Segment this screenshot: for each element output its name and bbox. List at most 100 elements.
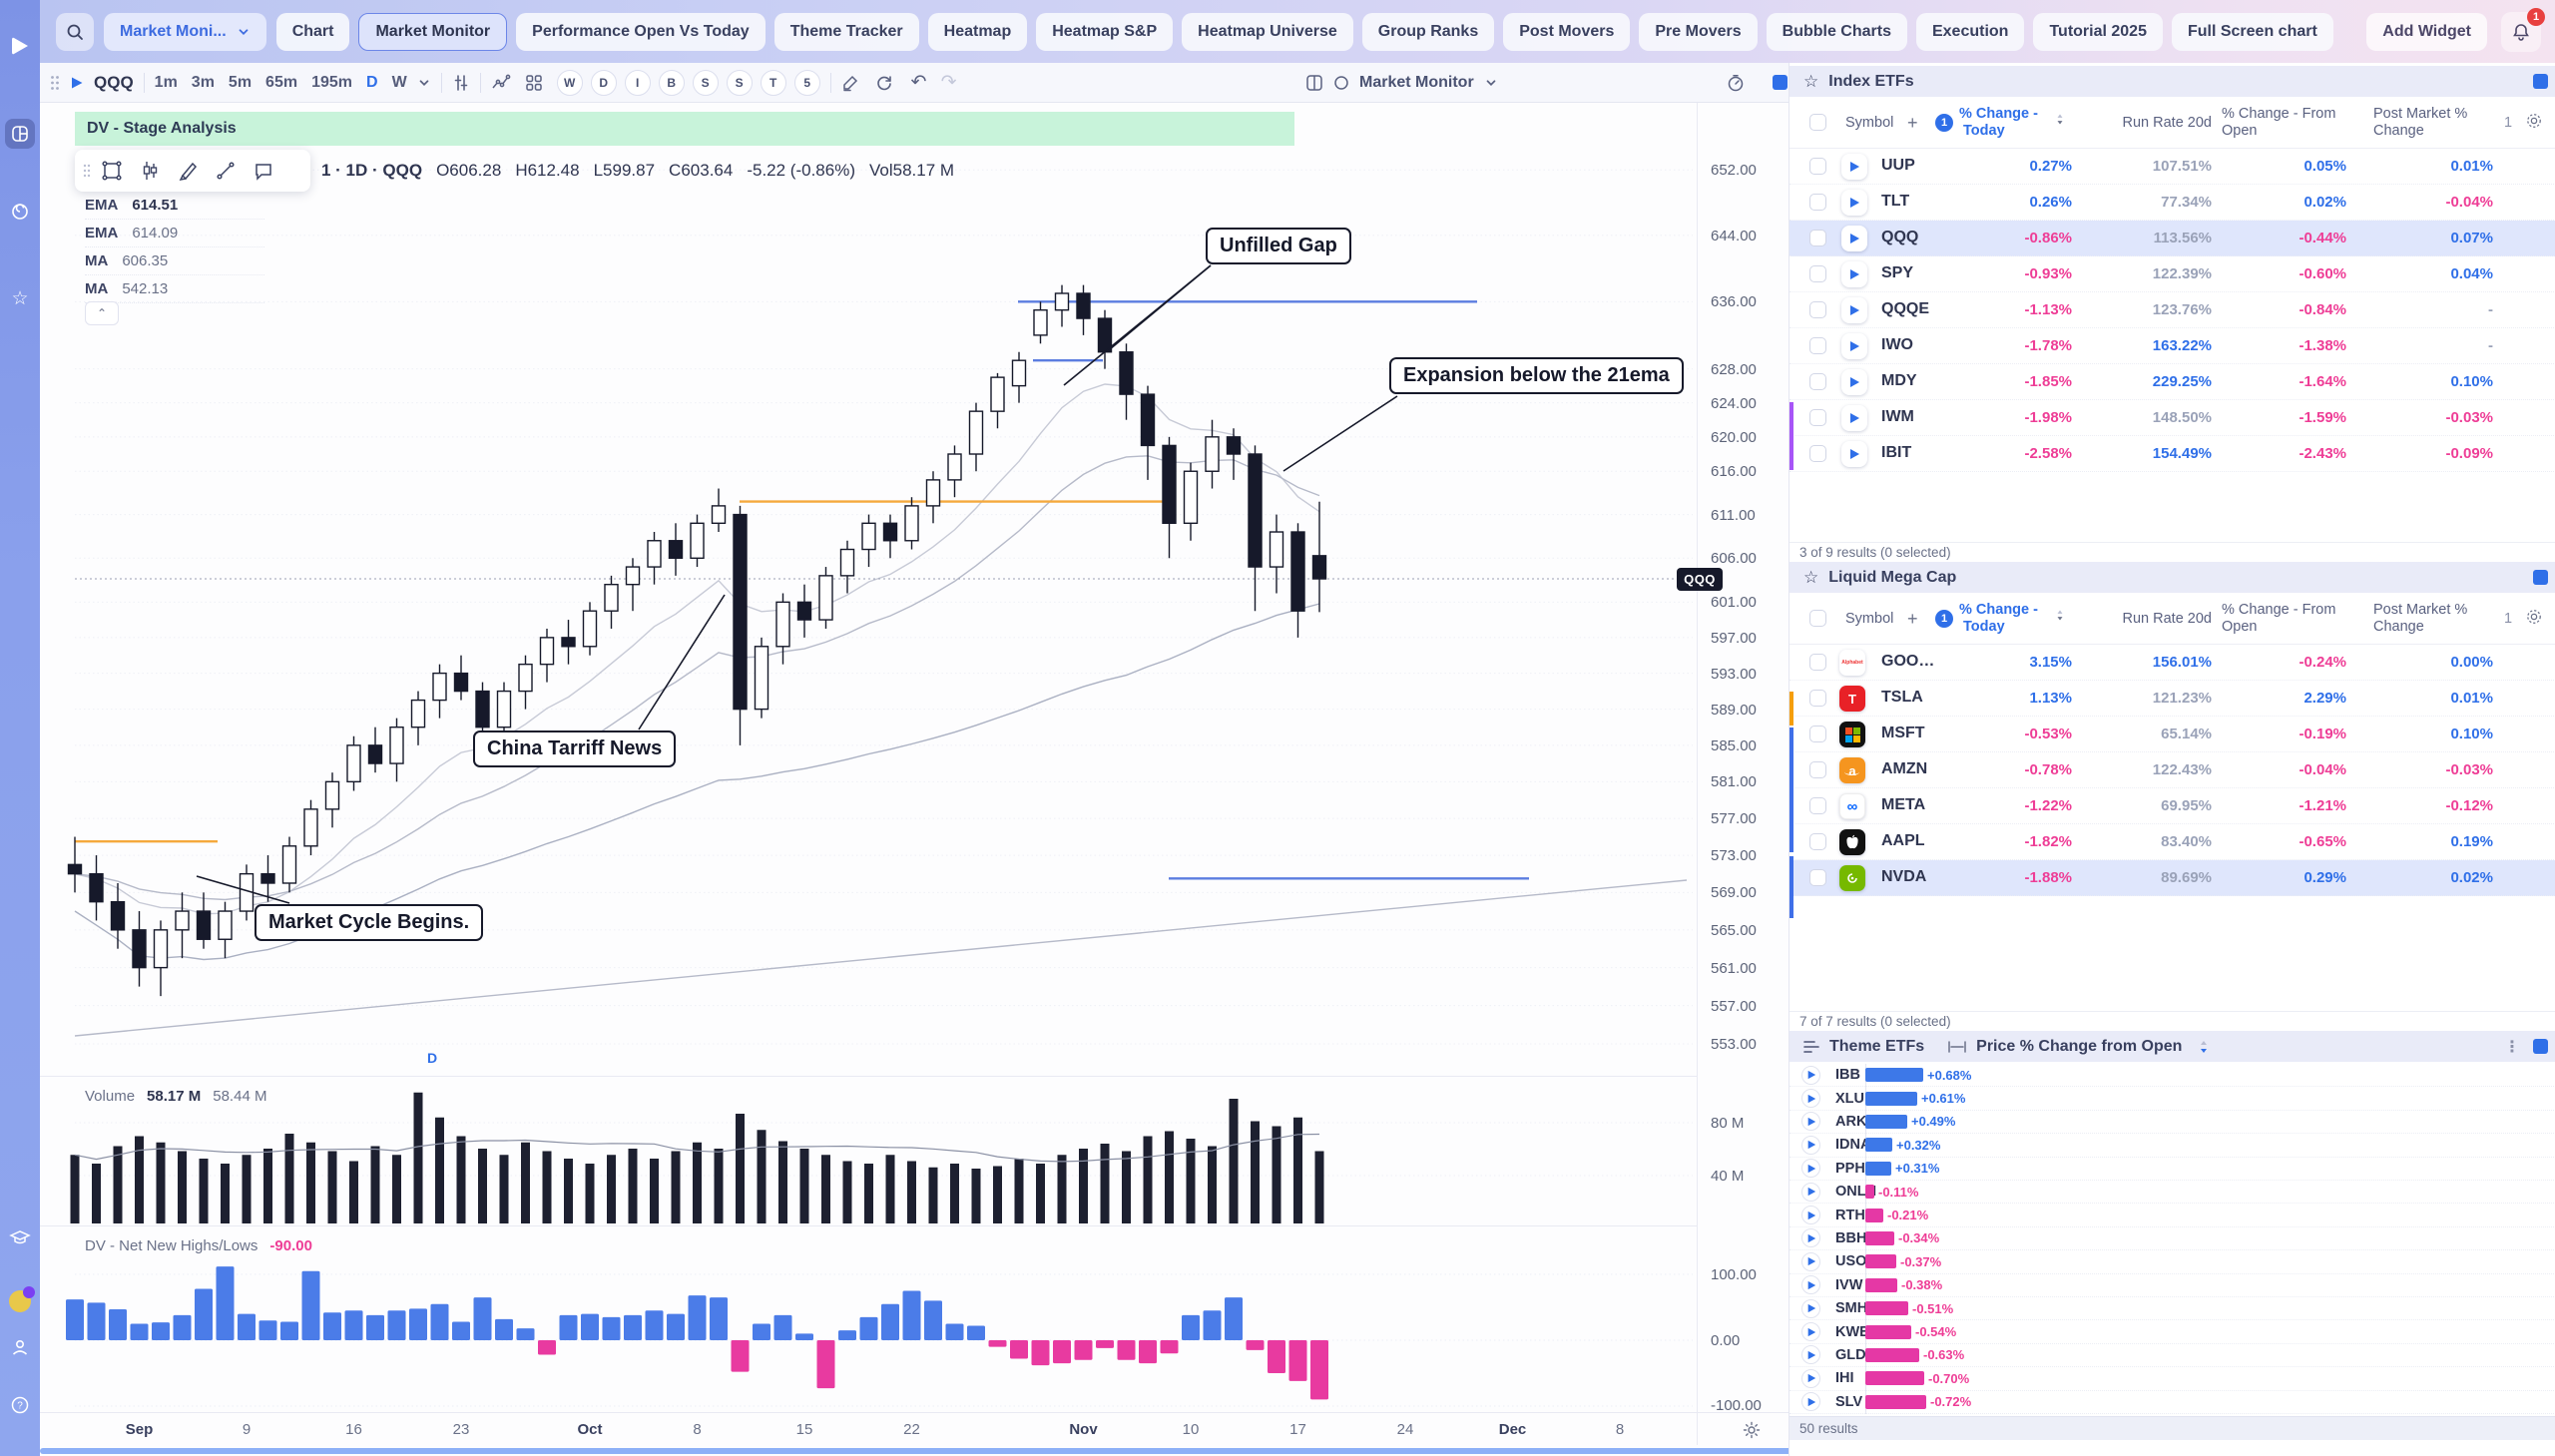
net-highs-lows-bar[interactable] [430, 1303, 449, 1340]
link-color-square[interactable] [1773, 75, 1788, 90]
candle-body[interactable] [604, 583, 619, 612]
volume-bar[interactable] [693, 1142, 702, 1223]
table-row-IWM[interactable]: IWM -1.98% 148.50% -1.59% -0.03% [1789, 400, 2555, 436]
row-checkbox[interactable] [1809, 833, 1826, 850]
quick-button-s-4[interactable]: S [692, 69, 719, 96]
table-row-AAPL[interactable]: AAPL -1.82% 83.40% -0.65% 0.19% [1789, 824, 2555, 860]
play-symbol-button[interactable] [1801, 1159, 1820, 1179]
callout-tool-icon[interactable] [247, 154, 280, 188]
net-highs-lows-bar[interactable] [945, 1323, 964, 1341]
net-highs-lows-bar[interactable] [495, 1318, 513, 1340]
net-highs-lows-bar[interactable] [323, 1312, 341, 1340]
candle-body[interactable] [733, 513, 748, 711]
table-row-UUP[interactable]: UUP 0.27% 107.51% 0.05% 0.01% [1789, 149, 2555, 185]
theme-symbol[interactable]: SMH [1835, 1300, 1868, 1317]
candle-body[interactable] [947, 453, 962, 481]
column-symbol[interactable]: Symbol [1845, 611, 1894, 627]
sidebar-item-favorites[interactable]: ☆ [11, 288, 29, 309]
volume-bar[interactable] [135, 1136, 144, 1224]
timeframe-65m[interactable]: 65m [265, 73, 298, 91]
table-row-TLT[interactable]: TLT 0.26% 77.34% 0.02% -0.04% [1789, 185, 2555, 221]
add-column-icon[interactable]: + [1907, 113, 1918, 133]
play-symbol-button[interactable] [1841, 369, 1867, 395]
net-highs-lows-bar[interactable] [816, 1340, 835, 1389]
play-symbol-button[interactable] [1841, 226, 1867, 251]
timer-icon[interactable] [1727, 74, 1745, 92]
net-highs-lows-bar[interactable] [1160, 1340, 1179, 1354]
pattern-tool-icon[interactable] [133, 154, 167, 188]
theme-symbol[interactable]: IVW [1835, 1276, 1863, 1293]
redo-icon[interactable]: ↷ [940, 72, 957, 93]
add-widget-button[interactable]: Add Widget [2366, 12, 2487, 51]
candle-body[interactable] [561, 637, 576, 648]
theme-row-IBB[interactable]: IBB +0.68% [1789, 1064, 2555, 1088]
column-change-today[interactable]: % Change - Today [1959, 106, 2038, 139]
volume-bar[interactable] [928, 1167, 938, 1223]
net-highs-lows-bar[interactable] [1182, 1314, 1200, 1340]
candle-body[interactable] [1033, 308, 1048, 336]
volume-bar[interactable] [1014, 1159, 1024, 1223]
row-symbol[interactable]: IWO [1881, 336, 1913, 353]
play-symbol-button[interactable] [1801, 1322, 1820, 1342]
candle-body[interactable] [110, 900, 126, 931]
drag-handle-icon[interactable] [50, 75, 60, 91]
net-highs-lows-bar[interactable] [216, 1266, 235, 1340]
volume-bar[interactable] [456, 1136, 466, 1224]
row-checkbox[interactable] [1809, 265, 1826, 282]
volume-bar[interactable] [435, 1117, 444, 1223]
price-chart[interactable] [40, 103, 1788, 1456]
tab-heatmap-universe[interactable]: Heatmap Universe [1182, 12, 1353, 51]
row-checkbox[interactable] [1809, 337, 1826, 354]
candle-body[interactable] [968, 410, 984, 455]
star-icon[interactable]: ☆ [1803, 71, 1819, 91]
volume-bar[interactable] [714, 1149, 724, 1223]
annotation-callout[interactable]: Unfilled Gap [1206, 228, 1351, 264]
candle-body[interactable] [410, 699, 426, 728]
candle-body[interactable] [67, 863, 83, 875]
candle-body[interactable] [925, 479, 941, 507]
volume-bar[interactable] [907, 1161, 916, 1224]
candle-body[interactable] [303, 808, 318, 847]
column-change-open[interactable]: % Change - From Open [2222, 602, 2336, 635]
candle-body[interactable] [754, 646, 769, 711]
trendline-tool-icon[interactable] [209, 154, 243, 188]
net-highs-lows-bar[interactable] [667, 1313, 685, 1340]
sort-icon[interactable] [2055, 609, 2065, 627]
net-highs-lows-bar[interactable] [1246, 1340, 1265, 1350]
candle-body[interactable] [89, 872, 104, 903]
quick-button-i-2[interactable]: I [624, 69, 651, 96]
net-highs-lows-bar[interactable] [1310, 1340, 1328, 1400]
column-change-open[interactable]: % Change - From Open [2222, 106, 2336, 139]
theme-symbol[interactable]: BBH [1835, 1229, 1867, 1246]
tab-bubble-charts[interactable]: Bubble Charts [1766, 12, 1907, 51]
quick-button-s-5[interactable]: S [726, 69, 753, 96]
net-highs-lows-bar[interactable] [1225, 1297, 1243, 1340]
timeframe-d[interactable]: D [366, 73, 378, 91]
row-checkbox[interactable] [1809, 726, 1826, 742]
net-highs-lows-bar[interactable] [731, 1340, 750, 1372]
row-checkbox[interactable] [1809, 761, 1826, 778]
row-symbol[interactable]: IWM [1881, 408, 1914, 425]
mega-cap-header[interactable]: ☆ Liquid Mega Cap [1789, 562, 2555, 593]
candle-body[interactable] [153, 929, 169, 969]
play-icon[interactable] [70, 76, 84, 90]
tab-post-movers[interactable]: Post Movers [1503, 12, 1631, 51]
net-highs-lows-bar[interactable] [881, 1303, 899, 1340]
indicator-row[interactable]: EMA 614.51 [85, 192, 264, 220]
sort-icon[interactable] [2198, 1040, 2210, 1054]
play-symbol-button[interactable] [1801, 1345, 1820, 1365]
candle-body[interactable] [346, 744, 361, 783]
net-highs-lows-bar[interactable] [130, 1323, 149, 1341]
volume-bar[interactable] [864, 1164, 873, 1223]
drag-handle-icon[interactable] [83, 164, 91, 178]
candle-body[interactable] [1076, 292, 1091, 319]
row-symbol[interactable]: GOO… [1881, 653, 1935, 670]
index-etfs-column-header[interactable]: Symbol +1 % Change - Today Run Rate 20d % Ch… [1789, 97, 2555, 149]
theme-symbol[interactable]: RTH [1835, 1207, 1865, 1223]
link-color-square[interactable] [2533, 1039, 2548, 1054]
theme-row-SLV[interactable]: SLV -0.72% [1789, 1390, 2555, 1414]
theme-row-BBH[interactable]: BBH -0.34% [1789, 1226, 2555, 1251]
row-symbol[interactable]: MDY [1881, 372, 1917, 389]
candle-body[interactable] [1248, 453, 1263, 568]
chevron-down-icon[interactable] [1484, 76, 1498, 90]
